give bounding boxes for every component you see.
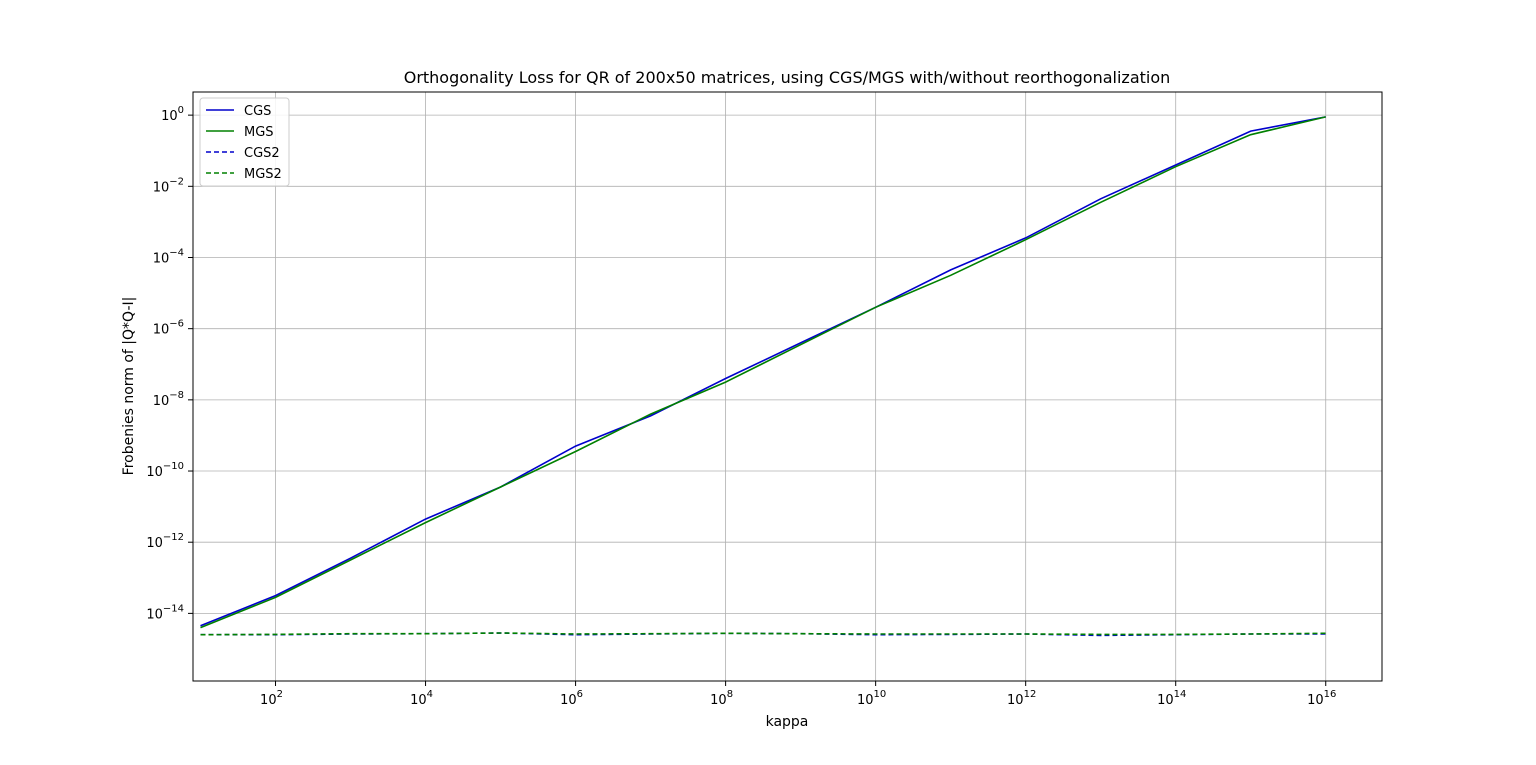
- x-tick-base: 10: [1157, 693, 1174, 708]
- y-tick-exponent: −10: [163, 461, 184, 472]
- y-tick-label: 100: [161, 105, 184, 124]
- y-tick-label: 10−8: [153, 390, 184, 409]
- legend-box: [199, 97, 290, 187]
- y-tick-base: 10: [146, 607, 163, 622]
- y-tick-label: 10−6: [153, 319, 184, 338]
- x-axis-label: kappa: [766, 714, 809, 730]
- y-tick-base: 10: [153, 251, 170, 266]
- x-tick-label: 108: [710, 689, 733, 708]
- x-tick-label: 106: [560, 689, 583, 708]
- x-tick-exponent: 4: [427, 689, 433, 700]
- x-tick-exponent: 16: [1324, 689, 1337, 700]
- x-tick-label: 1012: [1007, 689, 1036, 708]
- x-tick-exponent: 2: [277, 689, 283, 700]
- y-tick-exponent: −14: [163, 603, 184, 614]
- series-line-mgs: [200, 116, 1326, 629]
- y-tick-label: 10−2: [153, 176, 184, 195]
- x-tick-base: 10: [857, 693, 874, 708]
- series-line-mgs2: [200, 632, 1326, 636]
- series-lines: [200, 116, 1326, 637]
- y-tick-base: 10: [146, 465, 163, 480]
- legend-label: CGS: [244, 104, 271, 119]
- y-tick-base: 10: [153, 394, 170, 409]
- y-tick-base: 10: [161, 109, 178, 124]
- x-tick-exponent: 8: [727, 689, 733, 700]
- x-tick-base: 10: [260, 693, 277, 708]
- y-tick-exponent: −12: [163, 532, 184, 543]
- y-axis-label: Frobenies norm of |Q*Q-I|: [121, 297, 137, 476]
- y-tick-label: 10−14: [146, 603, 184, 622]
- x-tick-base: 10: [560, 693, 577, 708]
- legend: CGS MGS CGS2 MGS2: [199, 97, 290, 187]
- x-tick-base: 10: [710, 693, 727, 708]
- x-tick-label: 104: [410, 689, 433, 708]
- x-tick-label: 1014: [1157, 689, 1186, 708]
- series-line-cgs: [200, 116, 1326, 627]
- x-tick-exponent: 10: [874, 689, 887, 700]
- x-tick-base: 10: [1007, 693, 1024, 708]
- y-tick-exponent: −6: [169, 319, 184, 330]
- x-tick-exponent: 12: [1024, 689, 1037, 700]
- x-axis-ticks: 102 104 106 108 1010 1012 1014 1016: [260, 681, 1336, 708]
- y-tick-label: 10−12: [146, 532, 184, 551]
- x-tick-label: 1010: [857, 689, 886, 708]
- legend-label: MGS2: [244, 167, 282, 182]
- x-tick-base: 10: [1307, 693, 1324, 708]
- x-tick-base: 10: [410, 693, 427, 708]
- x-tick-exponent: 14: [1174, 689, 1187, 700]
- y-tick-label: 10−10: [146, 461, 184, 480]
- y-tick-base: 10: [153, 180, 170, 195]
- y-tick-exponent: −8: [169, 390, 184, 401]
- y-tick-exponent: 0: [178, 105, 184, 116]
- y-tick-base: 10: [146, 536, 163, 551]
- legend-label: MGS: [244, 125, 274, 140]
- x-tick-label: 1016: [1307, 689, 1336, 708]
- y-tick-exponent: −4: [169, 247, 184, 258]
- y-tick-exponent: −2: [169, 176, 184, 187]
- y-tick-base: 10: [153, 323, 170, 338]
- y-tick-label: 10−4: [153, 247, 184, 266]
- x-tick-exponent: 6: [577, 689, 583, 700]
- grid: [193, 92, 1382, 681]
- x-tick-label: 102: [260, 689, 283, 708]
- chart-title: Orthogonality Loss for QR of 200x50 matr…: [404, 68, 1171, 87]
- plot-frame: [192, 91, 1383, 682]
- legend-label: CGS2: [244, 146, 280, 161]
